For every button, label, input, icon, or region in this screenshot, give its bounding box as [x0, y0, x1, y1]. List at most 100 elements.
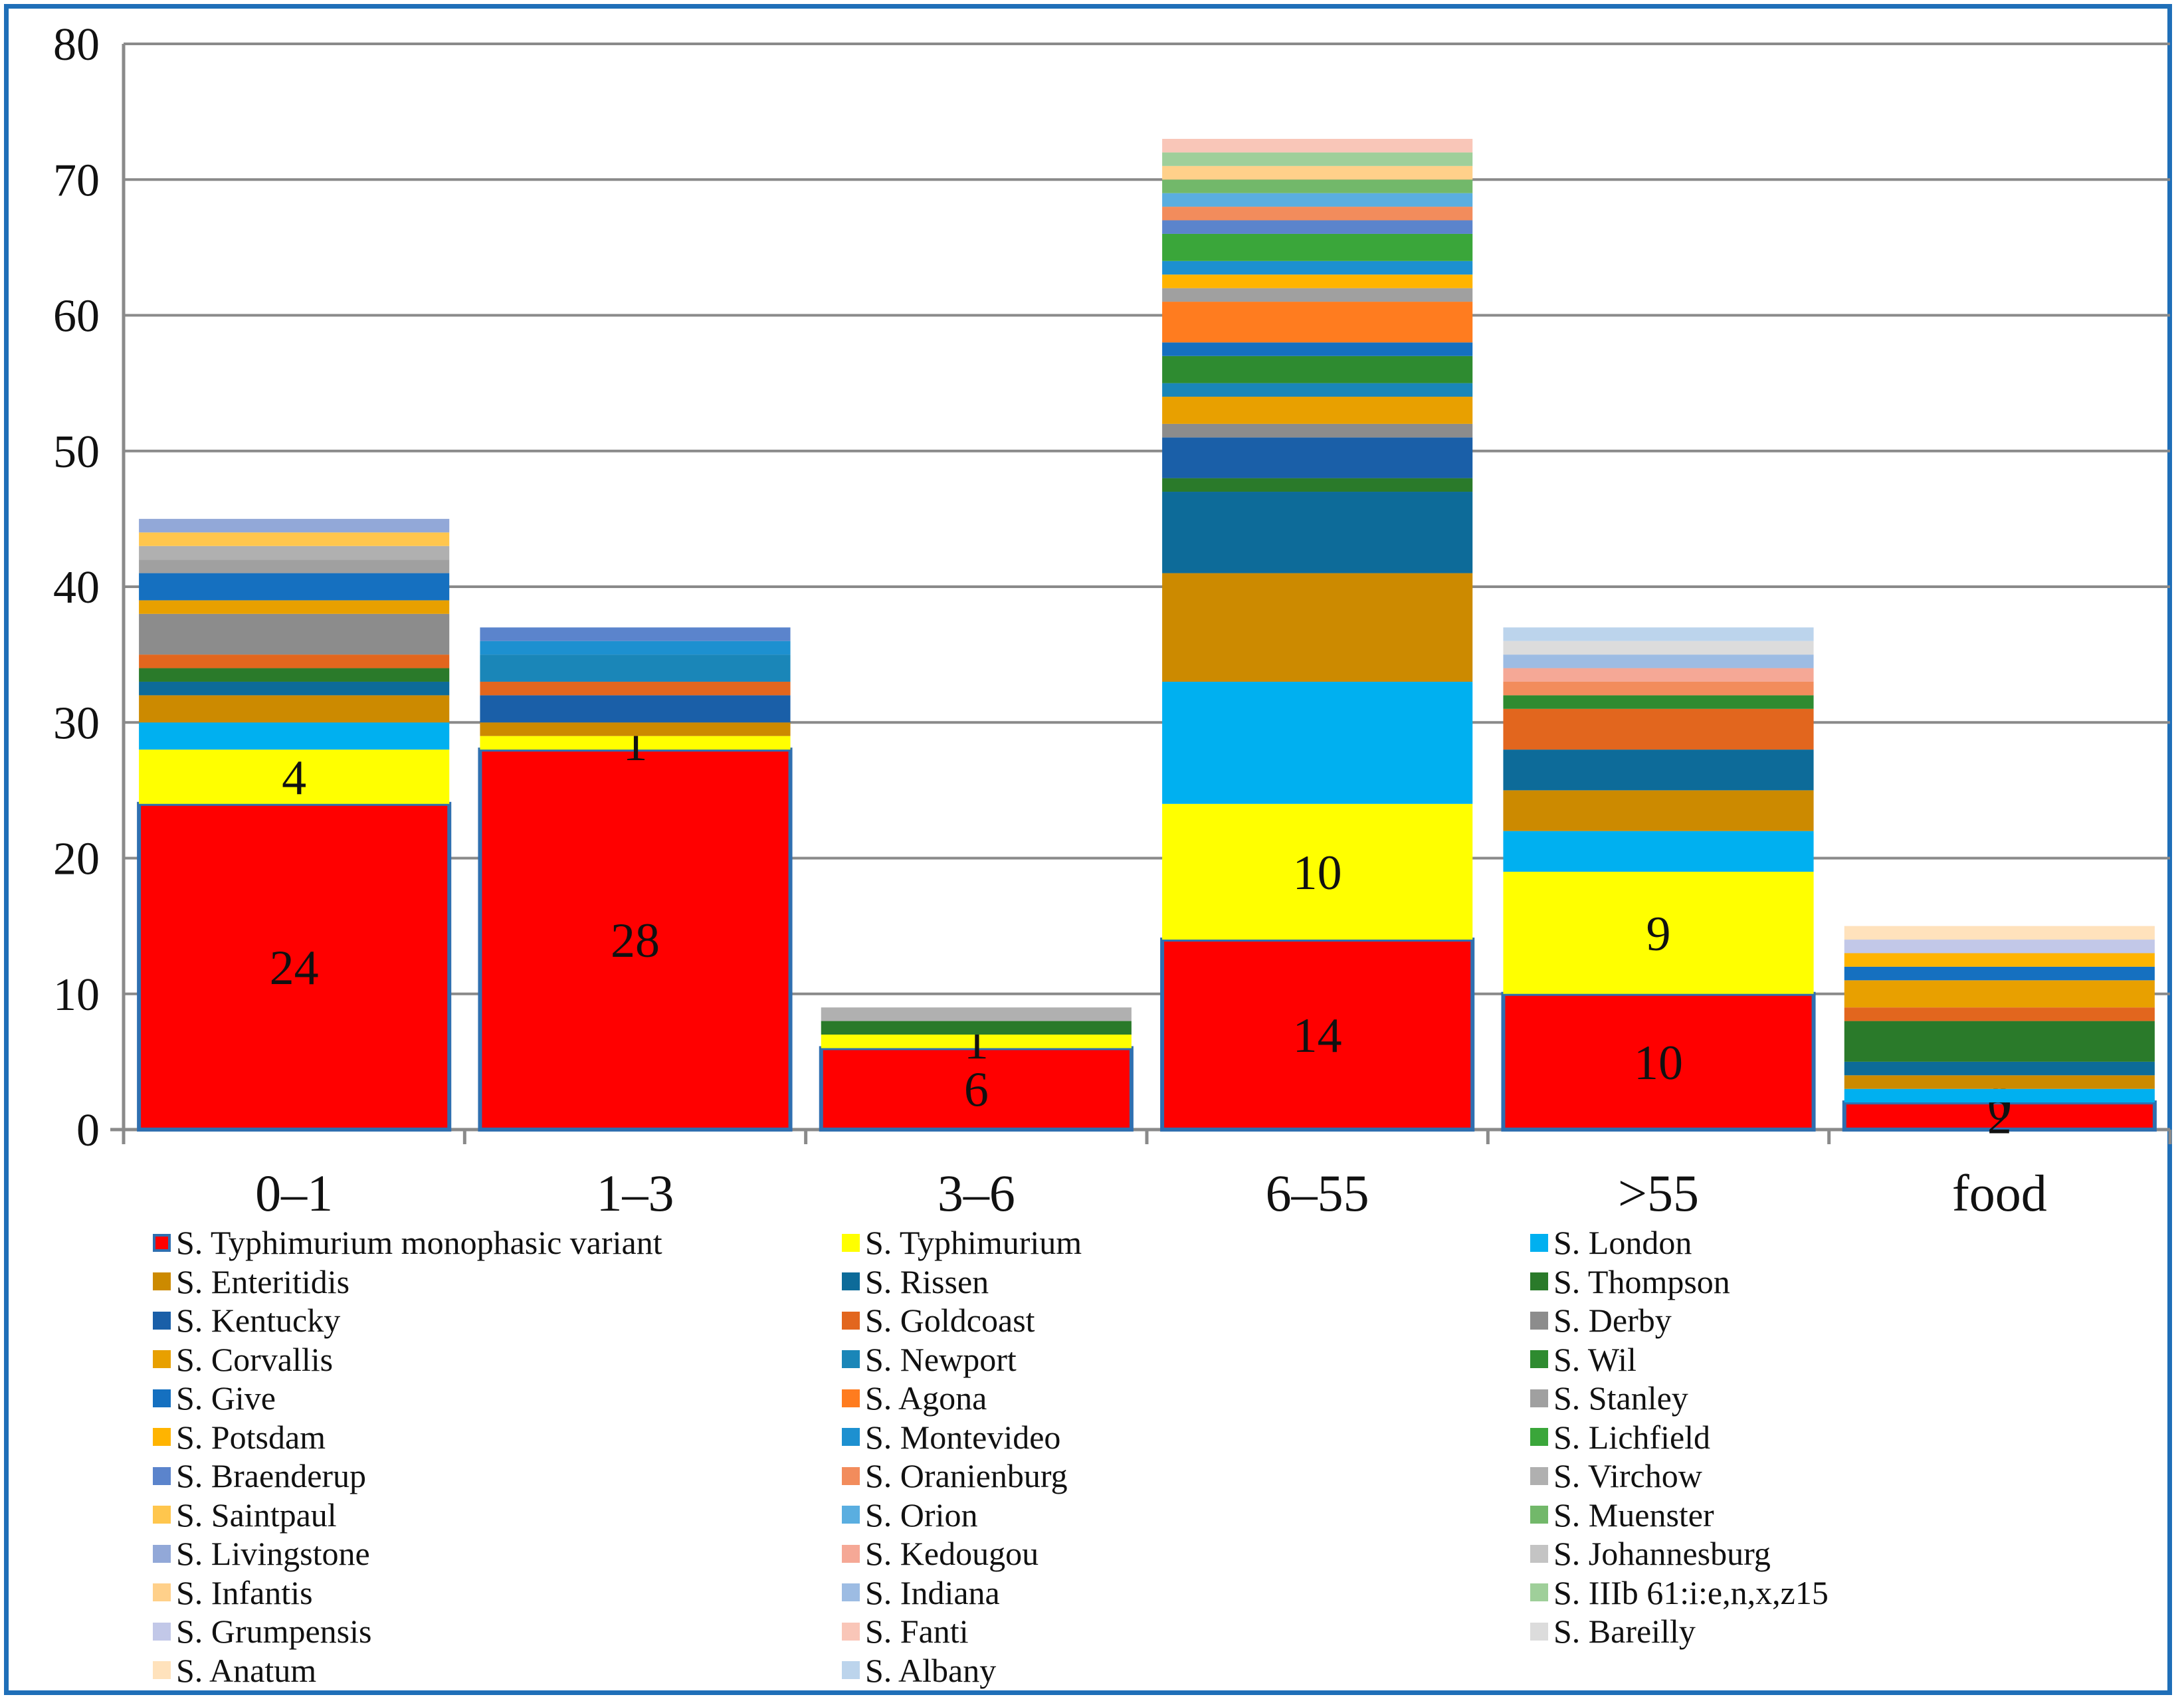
bar-segment — [139, 613, 450, 655]
legend-label: S. Potsdam — [176, 1418, 326, 1456]
y-tick-label: 70 — [53, 155, 100, 206]
bar-segment — [480, 654, 791, 682]
legend-item: S. Johannesburg — [1530, 1535, 1771, 1572]
bar-segment — [1503, 695, 1814, 709]
legend-swatch — [153, 1233, 171, 1252]
bar-segment — [139, 532, 450, 546]
legend-label: S. Montevideo — [865, 1418, 1061, 1456]
bar-segment — [139, 546, 450, 560]
bar-segment — [1162, 179, 1473, 193]
y-tick-label: 80 — [53, 19, 100, 70]
bar-segment — [821, 1035, 1132, 1049]
legend-swatch — [842, 1506, 860, 1524]
legend-label: S. Enteritidis — [176, 1262, 350, 1300]
bar-segment — [1162, 437, 1473, 478]
legend-item: S. Kentucky — [153, 1302, 340, 1339]
bar-segment — [1844, 926, 2155, 940]
bar-segment — [1844, 1021, 2155, 1062]
bar-segment — [478, 748, 793, 1132]
bar-segment — [819, 1046, 1134, 1132]
bar-segment — [1503, 654, 1814, 668]
legend-label: S. Corvallis — [176, 1340, 334, 1378]
bar-segment — [480, 695, 791, 723]
legend-item: S. Virchow — [1530, 1457, 1702, 1494]
bar-segment — [1503, 790, 1814, 831]
legend-label: S. Orion — [865, 1496, 978, 1534]
legend-label: S. Rissen — [865, 1262, 989, 1300]
legend-item: S. Indiana — [842, 1574, 1000, 1611]
legend-item: S. Newport — [842, 1341, 1017, 1378]
bar-segment — [1162, 573, 1473, 682]
legend-swatch — [1530, 1428, 1548, 1446]
legend-label: S. Stanley — [1553, 1379, 1688, 1417]
legend-swatch — [1530, 1233, 1548, 1252]
legend-swatch — [842, 1583, 860, 1601]
bar-segment — [1162, 138, 1473, 153]
legend-label: S. Agona — [865, 1379, 987, 1417]
y-tick-label: 50 — [53, 427, 100, 478]
bar-segment — [1162, 165, 1473, 180]
legend-item: S. Goldcoast — [842, 1302, 1035, 1339]
bar-segment — [480, 641, 791, 655]
x-tick-label: >55 — [1618, 1164, 1699, 1222]
bar-segment — [1503, 641, 1814, 655]
legend-label: S. Thompson — [1553, 1262, 1730, 1300]
legend-swatch — [842, 1466, 860, 1485]
legend-label: S. Bareilly — [1553, 1613, 1696, 1650]
legend-label: S. Newport — [865, 1340, 1017, 1378]
legend-swatch — [842, 1272, 860, 1290]
x-tick-label: 3–6 — [938, 1164, 1015, 1222]
legend-swatch — [1530, 1389, 1548, 1407]
bar-segment — [1844, 980, 2155, 1008]
legend-label: S. Anatum — [176, 1651, 317, 1689]
bar-segment — [1162, 260, 1473, 275]
legend-label: S. Wil — [1553, 1340, 1637, 1378]
legend-swatch — [153, 1272, 171, 1290]
bar-segment — [821, 1021, 1132, 1035]
bar-segment — [1503, 831, 1814, 872]
bar-segment — [1162, 492, 1473, 573]
y-tick-label: 20 — [53, 834, 100, 885]
legend-item: S. Kedougou — [842, 1535, 1039, 1572]
legend-item: S. Albany — [842, 1652, 996, 1689]
bar-segment — [1844, 1088, 2155, 1103]
legend-item: S. Wil — [1530, 1341, 1637, 1378]
legend-item: S. Saintpaul — [153, 1496, 337, 1534]
legend-swatch — [842, 1661, 860, 1679]
legend-swatch — [153, 1544, 171, 1563]
legend-item: S. Muenster — [1530, 1496, 1714, 1534]
legend-item: S. Orion — [842, 1496, 977, 1534]
bar-segment — [1503, 871, 1814, 994]
bar-segment — [1162, 207, 1473, 221]
legend-item: S. Rissen — [842, 1263, 989, 1300]
chart-frame — [4, 4, 2172, 1695]
legend-label: S. Saintpaul — [176, 1496, 337, 1534]
y-tick-label: 30 — [53, 698, 100, 749]
legend-label: S. Kentucky — [176, 1302, 341, 1339]
legend-label: S. Infantis — [176, 1573, 313, 1611]
legend-item: S. Lichfield — [1530, 1419, 1710, 1456]
bar-segment — [1501, 991, 1816, 1132]
legend-swatch — [153, 1622, 171, 1641]
legend-swatch — [153, 1466, 171, 1485]
bar-segment — [1844, 940, 2155, 954]
bar-segment — [1162, 220, 1473, 234]
legend-item: S. Agona — [842, 1379, 987, 1417]
legend-swatch — [1530, 1506, 1548, 1524]
bar-segment — [1162, 274, 1473, 288]
bar-segment — [1844, 953, 2155, 967]
bar-segment — [1162, 383, 1473, 397]
legend-label: S. Livingstone — [176, 1535, 370, 1572]
data-label: 10 — [1293, 846, 1342, 900]
data-label: 10 — [1634, 1036, 1683, 1090]
legend-label: S. Lichfield — [1553, 1418, 1711, 1456]
x-tick-label: 1–3 — [597, 1164, 674, 1222]
legend-swatch — [153, 1583, 171, 1601]
legend-swatch — [153, 1506, 171, 1524]
legend-swatch — [153, 1311, 171, 1330]
bar-segment — [1162, 355, 1473, 383]
legend-label: S. Johannesburg — [1553, 1535, 1771, 1572]
legend-item: S. London — [1530, 1224, 1692, 1261]
bar-segment — [1503, 681, 1814, 696]
data-label: 28 — [611, 914, 660, 968]
